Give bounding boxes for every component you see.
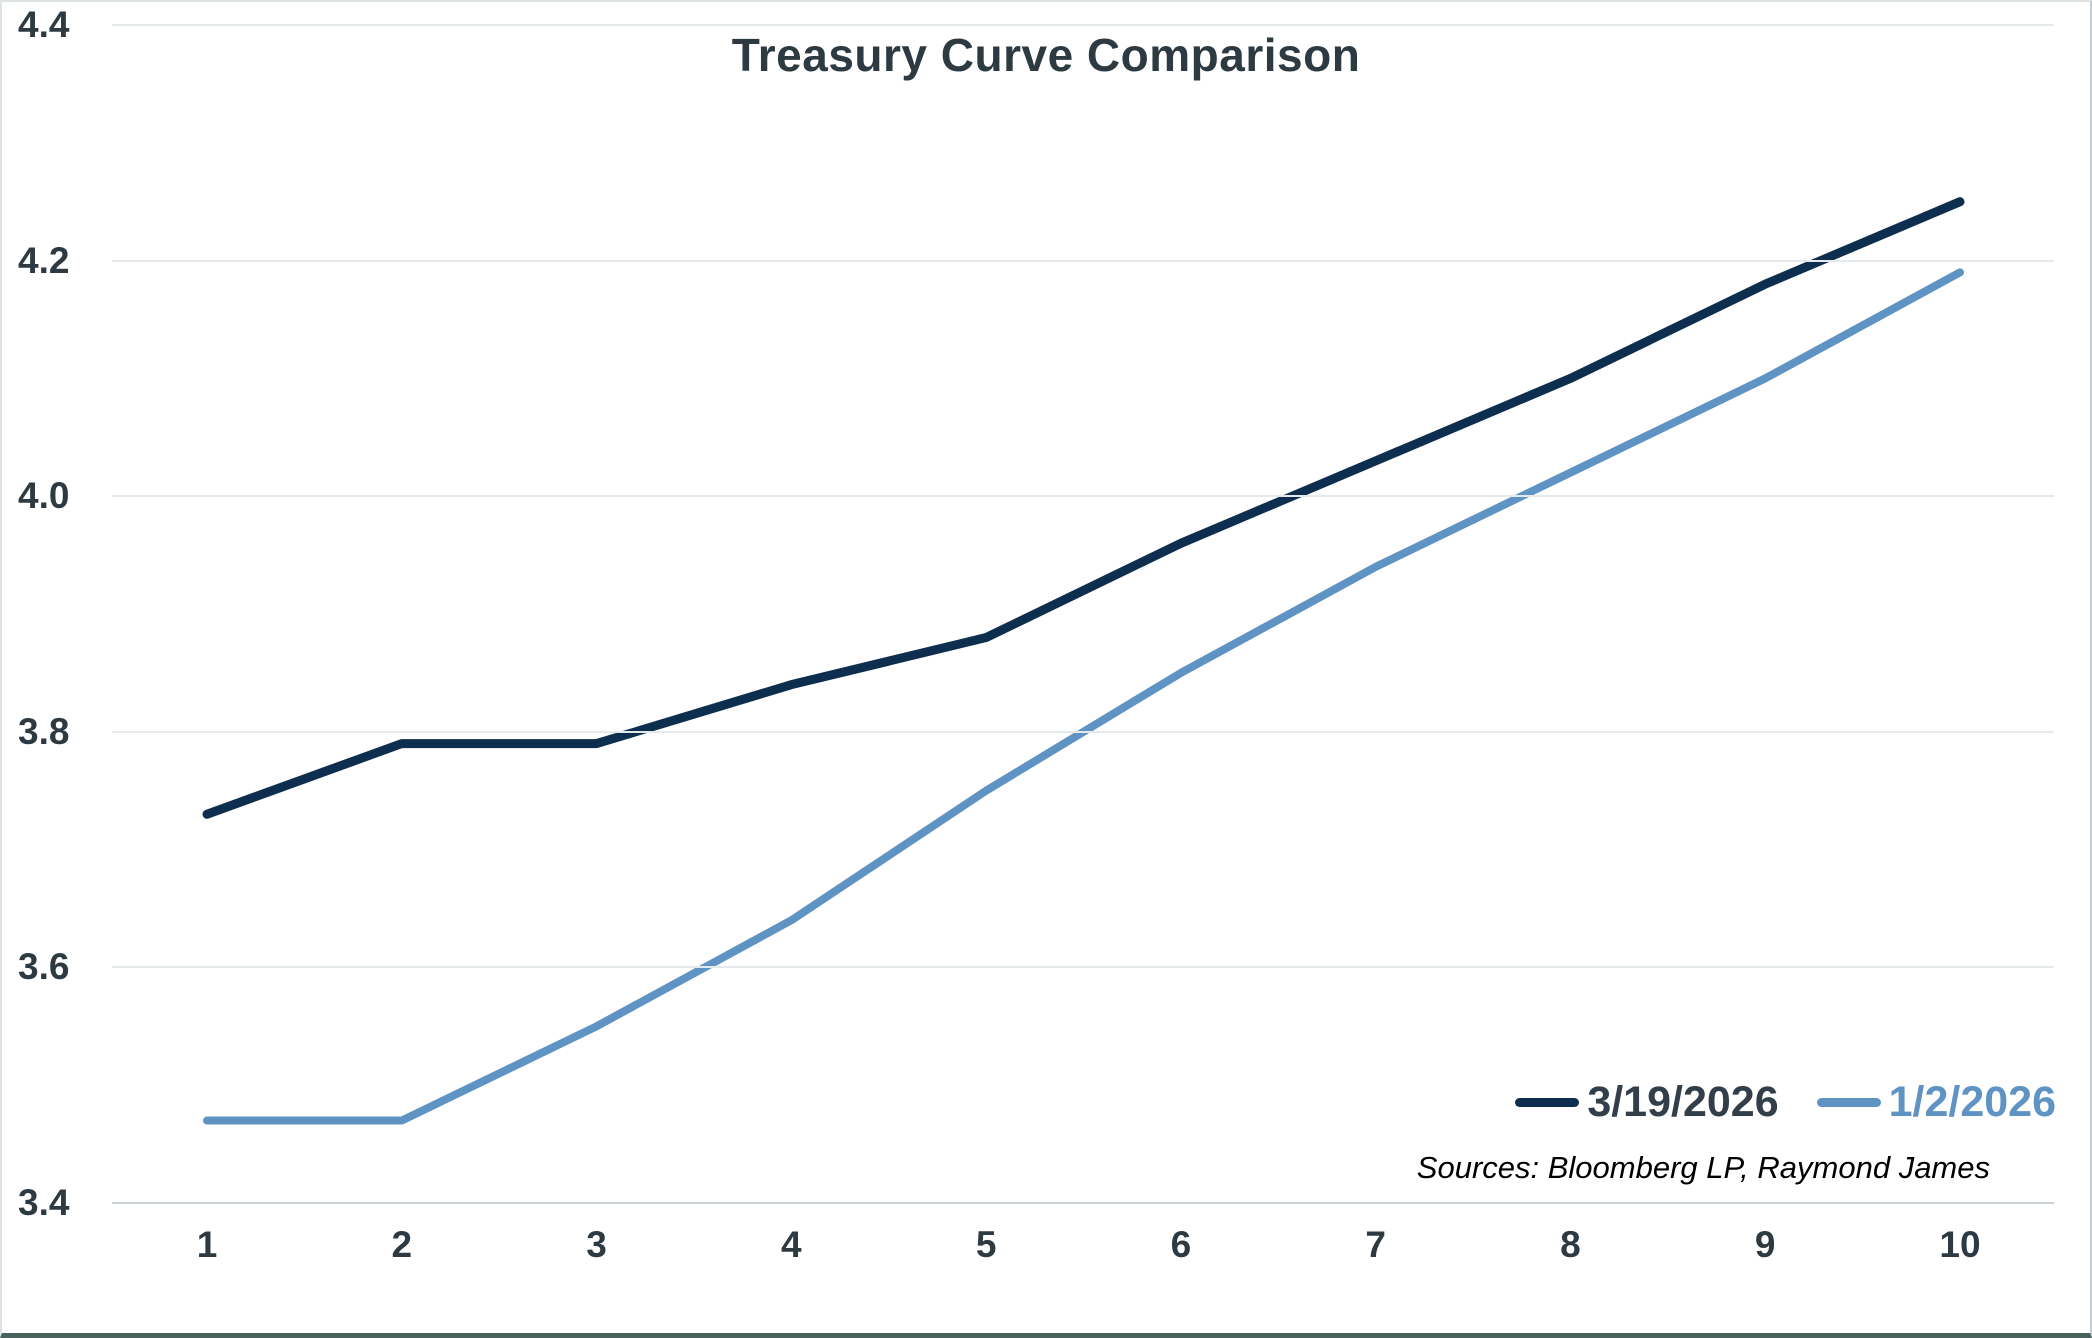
gridline-y-4.0	[112, 495, 2054, 498]
x-axis-tick-label: 3	[586, 1224, 607, 1265]
x-axis-tick-label: 7	[1365, 1224, 1386, 1265]
chart-title: Treasury Curve Comparison	[731, 29, 1361, 81]
gridline-y-3.8	[112, 730, 2054, 733]
series-line-1-2-2026	[203, 268, 1964, 1125]
y-axis-tick-label: 4.2	[18, 239, 70, 281]
legend-label-3-19-2026: 3/19/2026	[1587, 1078, 1779, 1126]
x-axis-tick-label: 1	[196, 1224, 218, 1265]
gridline-y-3.4	[112, 1202, 2054, 1204]
legend-item-1-2-2026: 1/2/2026	[1816, 1078, 2056, 1127]
x-axis-tick-label: 10	[1939, 1224, 1981, 1265]
legend-label-1-2-2026: 1/2/2026	[1888, 1078, 2056, 1126]
y-axis-tick-label: 4.4	[18, 4, 70, 45]
legend-swatch-1-2-2026-icon	[1816, 1098, 1881, 1107]
x-axis-tick-label: 6	[1170, 1224, 1192, 1265]
x-axis-tick-label: 2	[391, 1224, 413, 1265]
y-axis-tick-label: 3.6	[18, 946, 70, 988]
legend-swatch-3-19-2026-icon	[1515, 1098, 1580, 1107]
x-axis-tick-label: 8	[1560, 1224, 1581, 1265]
gridline-y-4.2	[112, 259, 2054, 262]
x-axis-tick-label: 5	[975, 1224, 997, 1265]
x-axis-tick-label: 9	[1754, 1224, 1776, 1265]
series-line-3-19-2026	[202, 197, 1965, 819]
y-axis-tick-label: 3.4	[18, 1182, 70, 1223]
source-note: Sources: Bloomberg LP, Raymond James	[1416, 1150, 1990, 1185]
y-axis-tick-label: 3.8	[18, 710, 70, 752]
legend: 3/19/2026 1/2/2026	[1515, 1078, 2056, 1127]
gridline-y-4.4	[112, 24, 2054, 26]
x-axis-tick-label: 4	[781, 1224, 802, 1265]
legend-item-3-19-2026: 3/19/2026	[1515, 1078, 1779, 1127]
y-axis-tick-label: 4.0	[18, 475, 70, 517]
gridline-y-3.6	[112, 966, 2054, 969]
